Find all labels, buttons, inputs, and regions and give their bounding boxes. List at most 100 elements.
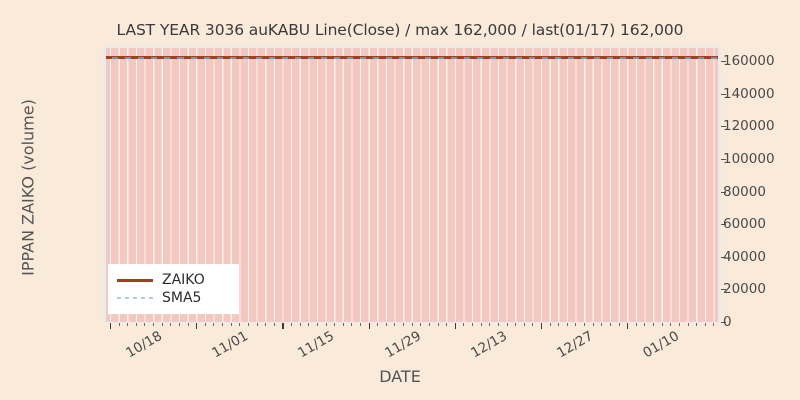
y-axis-title: IPPAN ZAIKO (volume): [18, 99, 38, 276]
y-tick-label: 140000: [723, 85, 775, 102]
chart-legend: ZAIKO SMA5: [108, 264, 239, 314]
x-tick-label: 11/29: [381, 328, 424, 362]
x-tick-minor: [428, 323, 430, 326]
x-tick-major: [541, 323, 543, 329]
x-tick-minor: [118, 323, 120, 326]
x-tick-major: [627, 323, 629, 329]
x-tick-minor: [265, 323, 267, 326]
x-tick-minor: [291, 323, 293, 326]
x-tick-major: [196, 323, 198, 329]
x-tick-major: [454, 323, 457, 329]
y-tick-mark: [721, 93, 726, 95]
x-tick-major: [368, 323, 370, 329]
series-line-sma5: [106, 56, 718, 59]
x-tick-minor: [411, 323, 413, 326]
legend-swatch-sma5: [117, 292, 153, 304]
x-tick-minor: [351, 323, 353, 326]
x-tick-minor: [523, 323, 525, 326]
x-tick-minor: [385, 323, 387, 326]
x-tick-minor: [144, 323, 146, 326]
x-tick-minor: [670, 323, 672, 326]
x-tick-minor: [532, 323, 534, 326]
y-tick-label: 80000: [723, 183, 766, 200]
x-tick-label: 01/10: [640, 328, 683, 362]
x-tick-minor: [342, 323, 344, 326]
x-tick-minor: [325, 323, 327, 326]
x-tick-minor: [403, 323, 405, 326]
x-tick-minor: [463, 323, 465, 326]
x-tick-minor: [377, 323, 379, 326]
plot-frame: [103, 46, 721, 323]
x-tick-minor: [213, 323, 215, 326]
y-tick-mark: [721, 224, 726, 226]
x-tick-label: 11/01: [209, 328, 252, 362]
x-tick-label: 12/27: [554, 328, 596, 362]
x-tick-minor: [359, 323, 361, 326]
x-tick-minor: [696, 323, 698, 326]
x-tick-minor: [653, 323, 655, 326]
legend-item-sma5: SMA5: [117, 289, 230, 307]
x-tick-minor: [489, 323, 491, 326]
x-tick-minor: [161, 323, 163, 326]
x-tick-minor: [316, 323, 318, 326]
x-tick-major: [282, 323, 284, 329]
x-tick-minor: [497, 323, 499, 326]
x-tick-label: 11/15: [295, 328, 338, 362]
x-tick-minor: [247, 323, 249, 326]
chart-title: LAST YEAR 3036 auKABU Line(Close) / max …: [116, 21, 684, 39]
y-tick-mark: [721, 289, 726, 291]
y-tick-label: 120000: [723, 118, 775, 135]
x-tick-minor: [635, 323, 637, 326]
x-tick-minor: [472, 323, 474, 326]
x-tick-major: [110, 323, 112, 329]
x-tick-minor: [437, 323, 439, 326]
x-tick-label: 10/18: [123, 328, 165, 362]
y-tick-label: 100000: [723, 150, 775, 167]
legend-label-sma5: SMA5: [162, 290, 202, 306]
x-tick-minor: [592, 323, 594, 326]
x-tick-minor: [153, 323, 155, 326]
x-tick-minor: [127, 323, 129, 326]
y-tick-mark: [721, 322, 726, 323]
x-tick-minor: [135, 323, 137, 326]
y-tick-mark: [721, 61, 726, 63]
x-tick-minor: [420, 323, 422, 326]
x-tick-minor: [446, 323, 448, 326]
x-axis-title: DATE: [379, 367, 421, 386]
y-tick-label: 0: [723, 314, 732, 330]
x-tick-minor: [480, 323, 482, 326]
x-tick-minor: [222, 323, 224, 326]
y-tick-mark: [721, 256, 726, 258]
y-tick-label: 60000: [723, 216, 766, 233]
x-tick-minor: [230, 323, 232, 326]
y-tick-mark: [721, 191, 726, 193]
x-tick-minor: [558, 323, 560, 326]
x-tick-minor: [515, 323, 517, 326]
plot-area: [106, 48, 718, 322]
x-tick-minor: [609, 323, 611, 326]
x-tick-minor: [661, 323, 663, 326]
x-tick-minor: [273, 323, 275, 326]
y-tick-label: 20000: [723, 281, 766, 298]
x-tick-minor: [644, 323, 646, 326]
x-tick-minor: [239, 323, 241, 326]
x-tick-minor: [394, 323, 396, 326]
y-tick-label: 160000: [723, 53, 775, 70]
x-tick-minor: [713, 323, 715, 326]
x-tick-minor: [178, 323, 180, 326]
y-tick-mark: [721, 158, 726, 160]
legend-item-zaiko: ZAIKO: [117, 271, 230, 289]
legend-label-zaiko: ZAIKO: [162, 272, 205, 288]
x-tick-minor: [299, 323, 301, 326]
x-tick-minor: [256, 323, 258, 326]
x-tick-minor: [334, 323, 336, 326]
x-tick-label: 12/13: [468, 328, 510, 362]
x-tick-minor: [687, 323, 689, 326]
y-tick-mark: [721, 126, 726, 128]
x-tick-minor: [204, 323, 206, 326]
x-tick-minor: [601, 323, 603, 326]
x-tick-minor: [506, 323, 508, 326]
x-tick-minor: [618, 323, 620, 326]
x-tick-minor: [584, 323, 586, 326]
